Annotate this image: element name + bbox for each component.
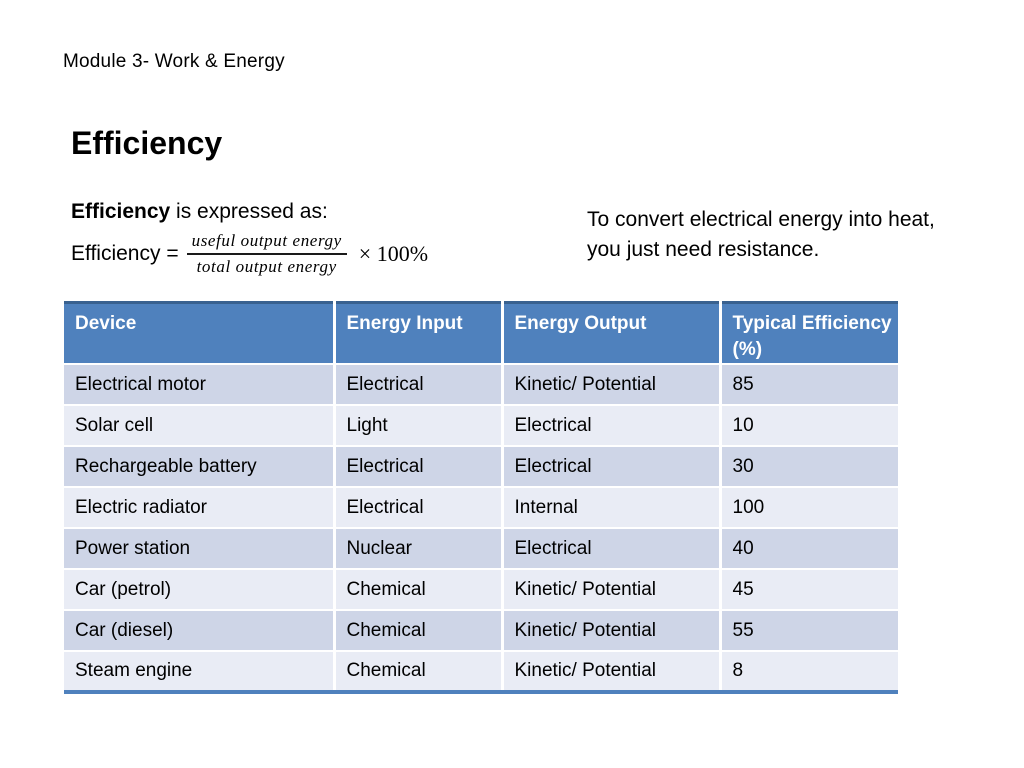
- cell-typical-efficiency: 10: [720, 405, 898, 447]
- cell-energy-input: Chemical: [334, 569, 504, 611]
- formula-numerator: useful output energy: [186, 230, 347, 255]
- efficiency-intro-line: Efficiency is expressed as:: [71, 199, 428, 225]
- formula-fraction: useful output energy total output energy: [186, 230, 347, 278]
- formula-rhs: × 100%: [358, 241, 429, 266]
- cell-typical-efficiency: 8: [720, 651, 898, 693]
- table-row: Steam engine Chemical Kinetic/ Potential 8: [64, 651, 898, 693]
- cell-typical-efficiency: 45: [720, 569, 898, 611]
- cell-device: Car (petrol): [64, 569, 336, 611]
- table-row: Power station Nuclear Electrical 40: [64, 528, 898, 570]
- cell-device: Power station: [64, 528, 336, 570]
- page-title: Efficiency: [71, 125, 223, 161]
- cell-energy-input: Chemical: [334, 651, 504, 693]
- cell-device: Electric radiator: [64, 487, 336, 529]
- cell-device: Car (diesel): [64, 610, 336, 652]
- cell-typical-efficiency: 85: [720, 364, 898, 406]
- table-row: Car (petrol) Chemical Kinetic/ Potential 45: [64, 569, 898, 611]
- table-body: Electrical motor Electrical Kinetic/ Poten…: [64, 364, 898, 693]
- cell-typical-efficiency: 30: [720, 446, 898, 488]
- efficiency-definition-block: Efficiency is expressed as: Efficiency =…: [71, 199, 428, 278]
- column-header-device: Device: [64, 301, 336, 365]
- cell-typical-efficiency: 100: [720, 487, 898, 529]
- cell-energy-output: Electrical: [502, 528, 722, 570]
- cell-energy-output: Electrical: [502, 405, 722, 447]
- cell-energy-input: Nuclear: [334, 528, 504, 570]
- table-row: Car (diesel) Chemical Kinetic/ Potential 55: [64, 610, 898, 652]
- efficiency-table: Device Energy Input Energy Output Typical E…: [64, 301, 898, 694]
- table-row: Electrical motor Electrical Kinetic/ Poten…: [64, 364, 898, 406]
- cell-energy-input: Light: [334, 405, 504, 447]
- note-text: To convert electrical energy into heat, …: [587, 208, 935, 261]
- cell-device: Rechargeable battery: [64, 446, 336, 488]
- cell-energy-input: Electrical: [334, 446, 504, 488]
- cell-energy-output: Internal: [502, 487, 722, 529]
- table-header-row: Device Energy Input Energy Output Typical E…: [64, 301, 898, 365]
- cell-energy-output: Kinetic/ Potential: [502, 569, 722, 611]
- column-header-energy-input: Energy Input: [334, 301, 504, 365]
- cell-typical-efficiency: 55: [720, 610, 898, 652]
- cell-energy-output: Electrical: [502, 446, 722, 488]
- cell-device: Electrical motor: [64, 364, 336, 406]
- module-header: Module 3- Work & Energy: [63, 51, 285, 72]
- cell-energy-input: Electrical: [334, 364, 504, 406]
- cell-device: Steam engine: [64, 651, 336, 693]
- efficiency-intro-rest: is expressed as:: [170, 200, 328, 223]
- table-row: Solar cell Light Electrical 10: [64, 405, 898, 447]
- efficiency-formula: Efficiency = useful output energy total …: [71, 230, 428, 278]
- cell-energy-input: Chemical: [334, 610, 504, 652]
- cell-energy-input: Electrical: [334, 487, 504, 529]
- cell-energy-output: Kinetic/ Potential: [502, 364, 722, 406]
- cell-typical-efficiency: 40: [720, 528, 898, 570]
- table-row: Rechargeable battery Electrical Electrical…: [64, 446, 898, 488]
- formula-denominator: total output energy: [196, 257, 337, 276]
- column-header-energy-output: Energy Output: [502, 301, 722, 365]
- table-row: Electric radiator Electrical Internal 100: [64, 487, 898, 529]
- cell-energy-output: Kinetic/ Potential: [502, 651, 722, 693]
- cell-device: Solar cell: [64, 405, 336, 447]
- formula-lhs: Efficiency =: [71, 242, 179, 265]
- column-header-typical-efficiency: Typical Efficiency (%): [720, 301, 898, 365]
- cell-energy-output: Kinetic/ Potential: [502, 610, 722, 652]
- efficiency-intro-bold: Efficiency: [71, 200, 171, 223]
